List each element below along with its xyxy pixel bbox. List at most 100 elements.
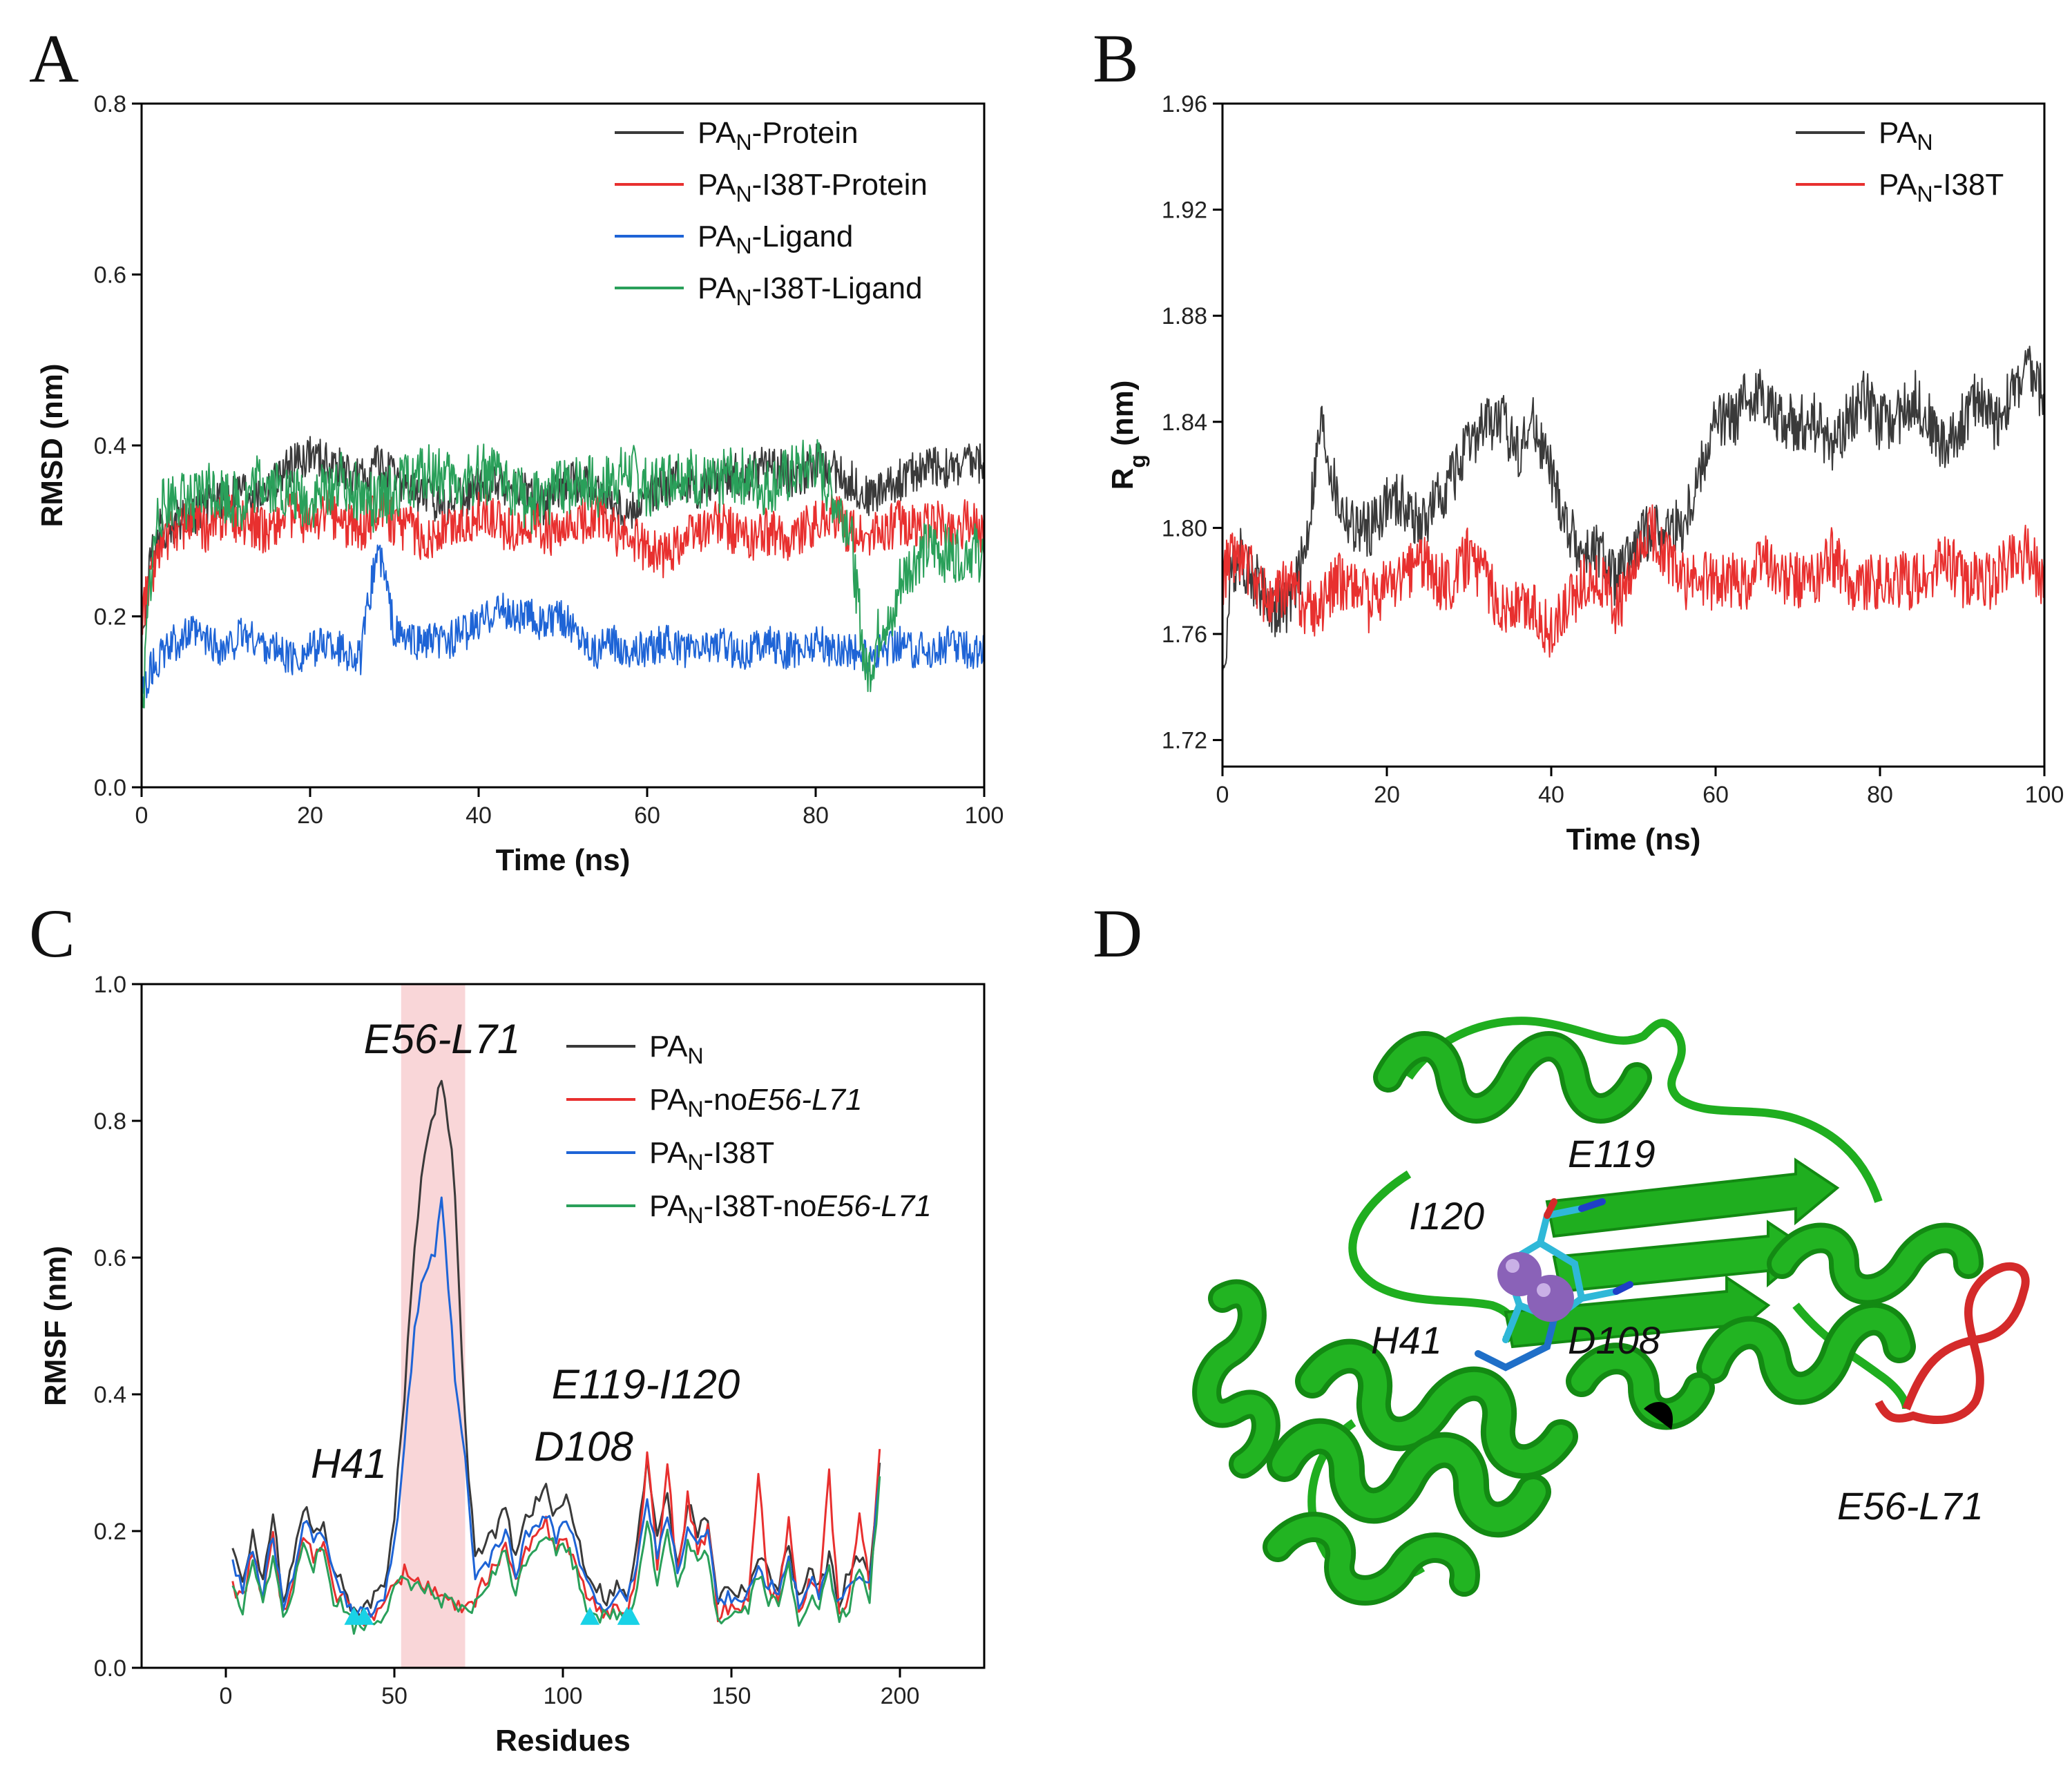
- chart-b-frame: [1221, 102, 2046, 768]
- panel-letter-b: B: [1093, 20, 1139, 97]
- chart-c-xtick-label-4: 150: [712, 1683, 751, 1709]
- chart-b-ytick-label-7: 1.96: [1162, 91, 1207, 117]
- helix-right-upper: [1767, 1222, 1984, 1305]
- chart-c-ytick-label-6: 1.0: [94, 972, 126, 998]
- chart-c-legend-label-2: PAN-noE56-L71: [649, 1083, 863, 1122]
- chart-c-ytick-label-5: 0.8: [94, 1108, 126, 1135]
- chart-c-ytick-label-3: 0.4: [94, 1382, 126, 1408]
- ligand-sticks: [1475, 1198, 1633, 1372]
- chart-a-rmsd: 0 20 40 60 80 100 0.0 0.2 0.4 0.6 0.8 Time (ns) RMSD…: [35, 91, 1004, 877]
- loop-top: [1406, 1017, 1883, 1203]
- chart-a-ytick-label-5: 0.8: [94, 91, 126, 117]
- loop-right-green: [1792, 1302, 1910, 1410]
- panel-letter-d: D: [1093, 895, 1142, 972]
- chart-c-legend-main-1: PA: [649, 1030, 688, 1064]
- label-d108: D108: [1568, 1318, 1660, 1362]
- chart-b-x-axis-title: Time (ns): [1566, 823, 1701, 856]
- chart-b-legend-main-1: PA: [1879, 116, 1917, 150]
- chart-a-legend-main-2: PA: [698, 168, 736, 202]
- chart-b-ytick-label-2: 1.76: [1162, 622, 1207, 648]
- chart-b-y-axis-title-sub: g: [1125, 454, 1150, 468]
- helix-center-left: [1295, 1338, 1578, 1479]
- chart-c-legend-main-3: PA: [649, 1136, 688, 1170]
- chart-c-legend-sub-1: N: [687, 1044, 703, 1068]
- chart-c-annotation-2: H41: [311, 1441, 387, 1487]
- chart-c-series-line-4: [231, 1476, 881, 1635]
- chart-b-xtick-label-3: 40: [1538, 782, 1564, 808]
- chart-c-ytick-label-1: 0.0: [94, 1655, 126, 1682]
- chart-c-series-line-3: [231, 1196, 881, 1624]
- chart-c-marker-5: [620, 1606, 640, 1625]
- chart-c-legend-sub-3: N: [687, 1150, 703, 1175]
- label-e56-l71: E56-L71: [1837, 1484, 1984, 1528]
- chart-c-xtick-label-2: 50: [381, 1683, 407, 1709]
- chart-c-legend-label-1: PAN: [649, 1030, 704, 1068]
- chart-a-series-line-3: [142, 544, 984, 702]
- chart-c-y-axis-title: RMSF (nm): [39, 1246, 73, 1406]
- chart-c-xtick-label-3: 100: [544, 1683, 583, 1709]
- helix-bottom: [1267, 1418, 1551, 1538]
- chart-b-xtick-label-6: 100: [2025, 782, 2064, 808]
- chart-b-legend-main-2: PA: [1879, 168, 1917, 202]
- chart-c-marker-2: [354, 1606, 374, 1625]
- chart-a-legend-rest-1: -Protein: [752, 116, 858, 150]
- chart-a-xtick-label-2: 20: [297, 802, 323, 829]
- chart-c-legend-rest-3: -I38T: [704, 1136, 775, 1170]
- chart-b-legend-rest-2: -I38T: [1933, 168, 2004, 202]
- chart-a-xtick-label-6: 100: [965, 802, 1004, 829]
- chart-c-legend-ital-4: E56-L71: [816, 1189, 931, 1223]
- chart-b-xtick-label-2: 20: [1374, 782, 1400, 808]
- chart-a-legend-main-3: PA: [698, 220, 736, 253]
- chart-b-xtick-label-1: 0: [1216, 782, 1229, 808]
- chart-c-highlight-region: [401, 984, 466, 1668]
- chart-b-rg: 0 20 40 60 80 100 1.72 1.76 1.80 1.84 1.88 1.92 1.96…: [1106, 91, 2064, 856]
- chart-c-ytick-label-4: 0.6: [94, 1245, 126, 1271]
- chart-c-legend-main-4: PA: [649, 1189, 688, 1223]
- chart-c-legend-rest-4: -I38T-no: [704, 1189, 817, 1223]
- metal-ion-2: [1527, 1275, 1574, 1322]
- chart-b-y-axis-title-rest: (nm): [1106, 381, 1140, 455]
- chart-c-legend-ital-2: E56-L71: [747, 1083, 862, 1117]
- chart-a-y-axis-title: RMSD (nm): [35, 363, 69, 527]
- chart-c-plot-area: [231, 1079, 881, 1635]
- helix-right: [1696, 1302, 1916, 1405]
- label-e119: E119: [1568, 1132, 1656, 1175]
- chart-c-annotation-4: D108: [534, 1423, 633, 1470]
- chart-a-xtick-label-1: 0: [135, 802, 148, 829]
- chart-a-series-line-4: [142, 439, 984, 709]
- chart-a-legend-sub-3: N: [736, 233, 751, 258]
- chart-b-ytick-label-3: 1.80: [1162, 515, 1207, 541]
- metal-ion-highlight-2: [1537, 1283, 1551, 1297]
- chart-b-ytick-label-4: 1.84: [1162, 410, 1207, 436]
- chart-a-legend-sub-2: N: [736, 182, 751, 206]
- chart-a-ytick-label-1: 0.0: [94, 775, 126, 801]
- chart-a-series-line-2: [142, 488, 984, 635]
- chart-c-legend-label-4: PAN-I38T-noE56-L71: [649, 1189, 932, 1228]
- chart-b-y-axis-title-main: R: [1106, 468, 1140, 490]
- chart-b-ytick-label-6: 1.92: [1162, 198, 1207, 224]
- chart-c-ytick-label-2: 0.2: [94, 1519, 126, 1545]
- chart-c-marker-3: [580, 1606, 600, 1625]
- label-i120: I120: [1409, 1194, 1484, 1238]
- panel-letter-c: C: [29, 895, 75, 972]
- chart-c-x-axis-title: Residues: [495, 1724, 631, 1758]
- chart-a-legend-sub-1: N: [736, 130, 751, 155]
- chart-a-xtick-label-4: 60: [634, 802, 660, 829]
- chart-b-ytick-label-5: 1.88: [1162, 303, 1207, 329]
- chart-b-xtick-label-4: 60: [1702, 782, 1729, 808]
- label-h41: H41: [1371, 1318, 1442, 1362]
- chart-a-legend-rest-3: -Ligand: [752, 220, 854, 253]
- chart-c-rmsf: 0 50 100 150 200 0.0 0.2 0.4 0.6 0.8 1.0 Residues RM…: [39, 972, 986, 1758]
- chart-c-annotation-3: E119-I120: [552, 1361, 740, 1407]
- chart-a-legend-sub-4: N: [736, 285, 751, 310]
- chart-c-series-line-1: [231, 1079, 881, 1617]
- chart-a-legend-main-1: PA: [698, 116, 736, 150]
- chart-a-legend-label-3: PAN-Ligand: [698, 220, 853, 258]
- chart-a-x-axis-title: Time (ns): [496, 843, 631, 877]
- chart-b-legend-sub-2: N: [1917, 182, 1932, 206]
- chart-c-legend-label-3: PAN-I38T: [649, 1136, 774, 1175]
- helix-left: [1192, 1279, 1280, 1479]
- chart-a-legend-rest-4: -I38T-Ligand: [752, 271, 923, 305]
- chart-a-ytick-label-2: 0.2: [94, 604, 126, 631]
